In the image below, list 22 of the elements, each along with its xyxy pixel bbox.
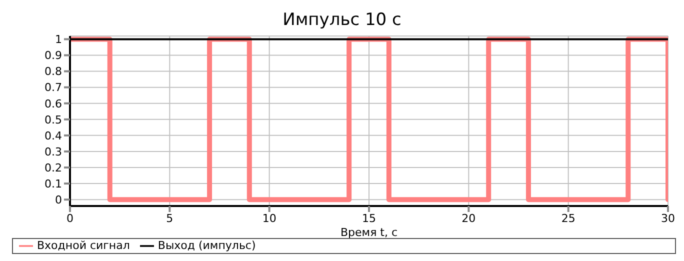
y-tick-label: 0.8 — [44, 65, 62, 78]
legend-label: Выход (импульс) — [158, 239, 256, 252]
x-tick-label: 30 — [661, 212, 675, 225]
x-tick-label: 20 — [462, 212, 476, 225]
x-tick-label: 0 — [66, 212, 74, 225]
y-tick-label: 0.9 — [44, 49, 62, 62]
y-tick-label: 1 — [55, 33, 62, 46]
y-tick-label: 0.4 — [44, 129, 62, 142]
x-tick-label: 5 — [166, 212, 174, 225]
chart-title: Импульс 10 с — [282, 9, 402, 32]
y-tick-label: 0.1 — [44, 177, 62, 190]
x-tick-label: 15 — [362, 212, 376, 225]
y-tick-label: 0 — [55, 193, 62, 206]
y-tick-label: 0.7 — [44, 81, 62, 94]
y-tick-label: 0.2 — [44, 161, 62, 174]
x-tick-label: 25 — [561, 212, 576, 225]
x-tick-label: 10 — [262, 212, 276, 225]
y-tick-label: 0.3 — [44, 145, 62, 158]
x-axis-title: Время t, с — [340, 226, 398, 239]
y-tick-label: 0.6 — [44, 97, 62, 110]
legend-label: Входной сигнал — [37, 239, 130, 252]
y-tick-label: 0.5 — [44, 113, 62, 126]
